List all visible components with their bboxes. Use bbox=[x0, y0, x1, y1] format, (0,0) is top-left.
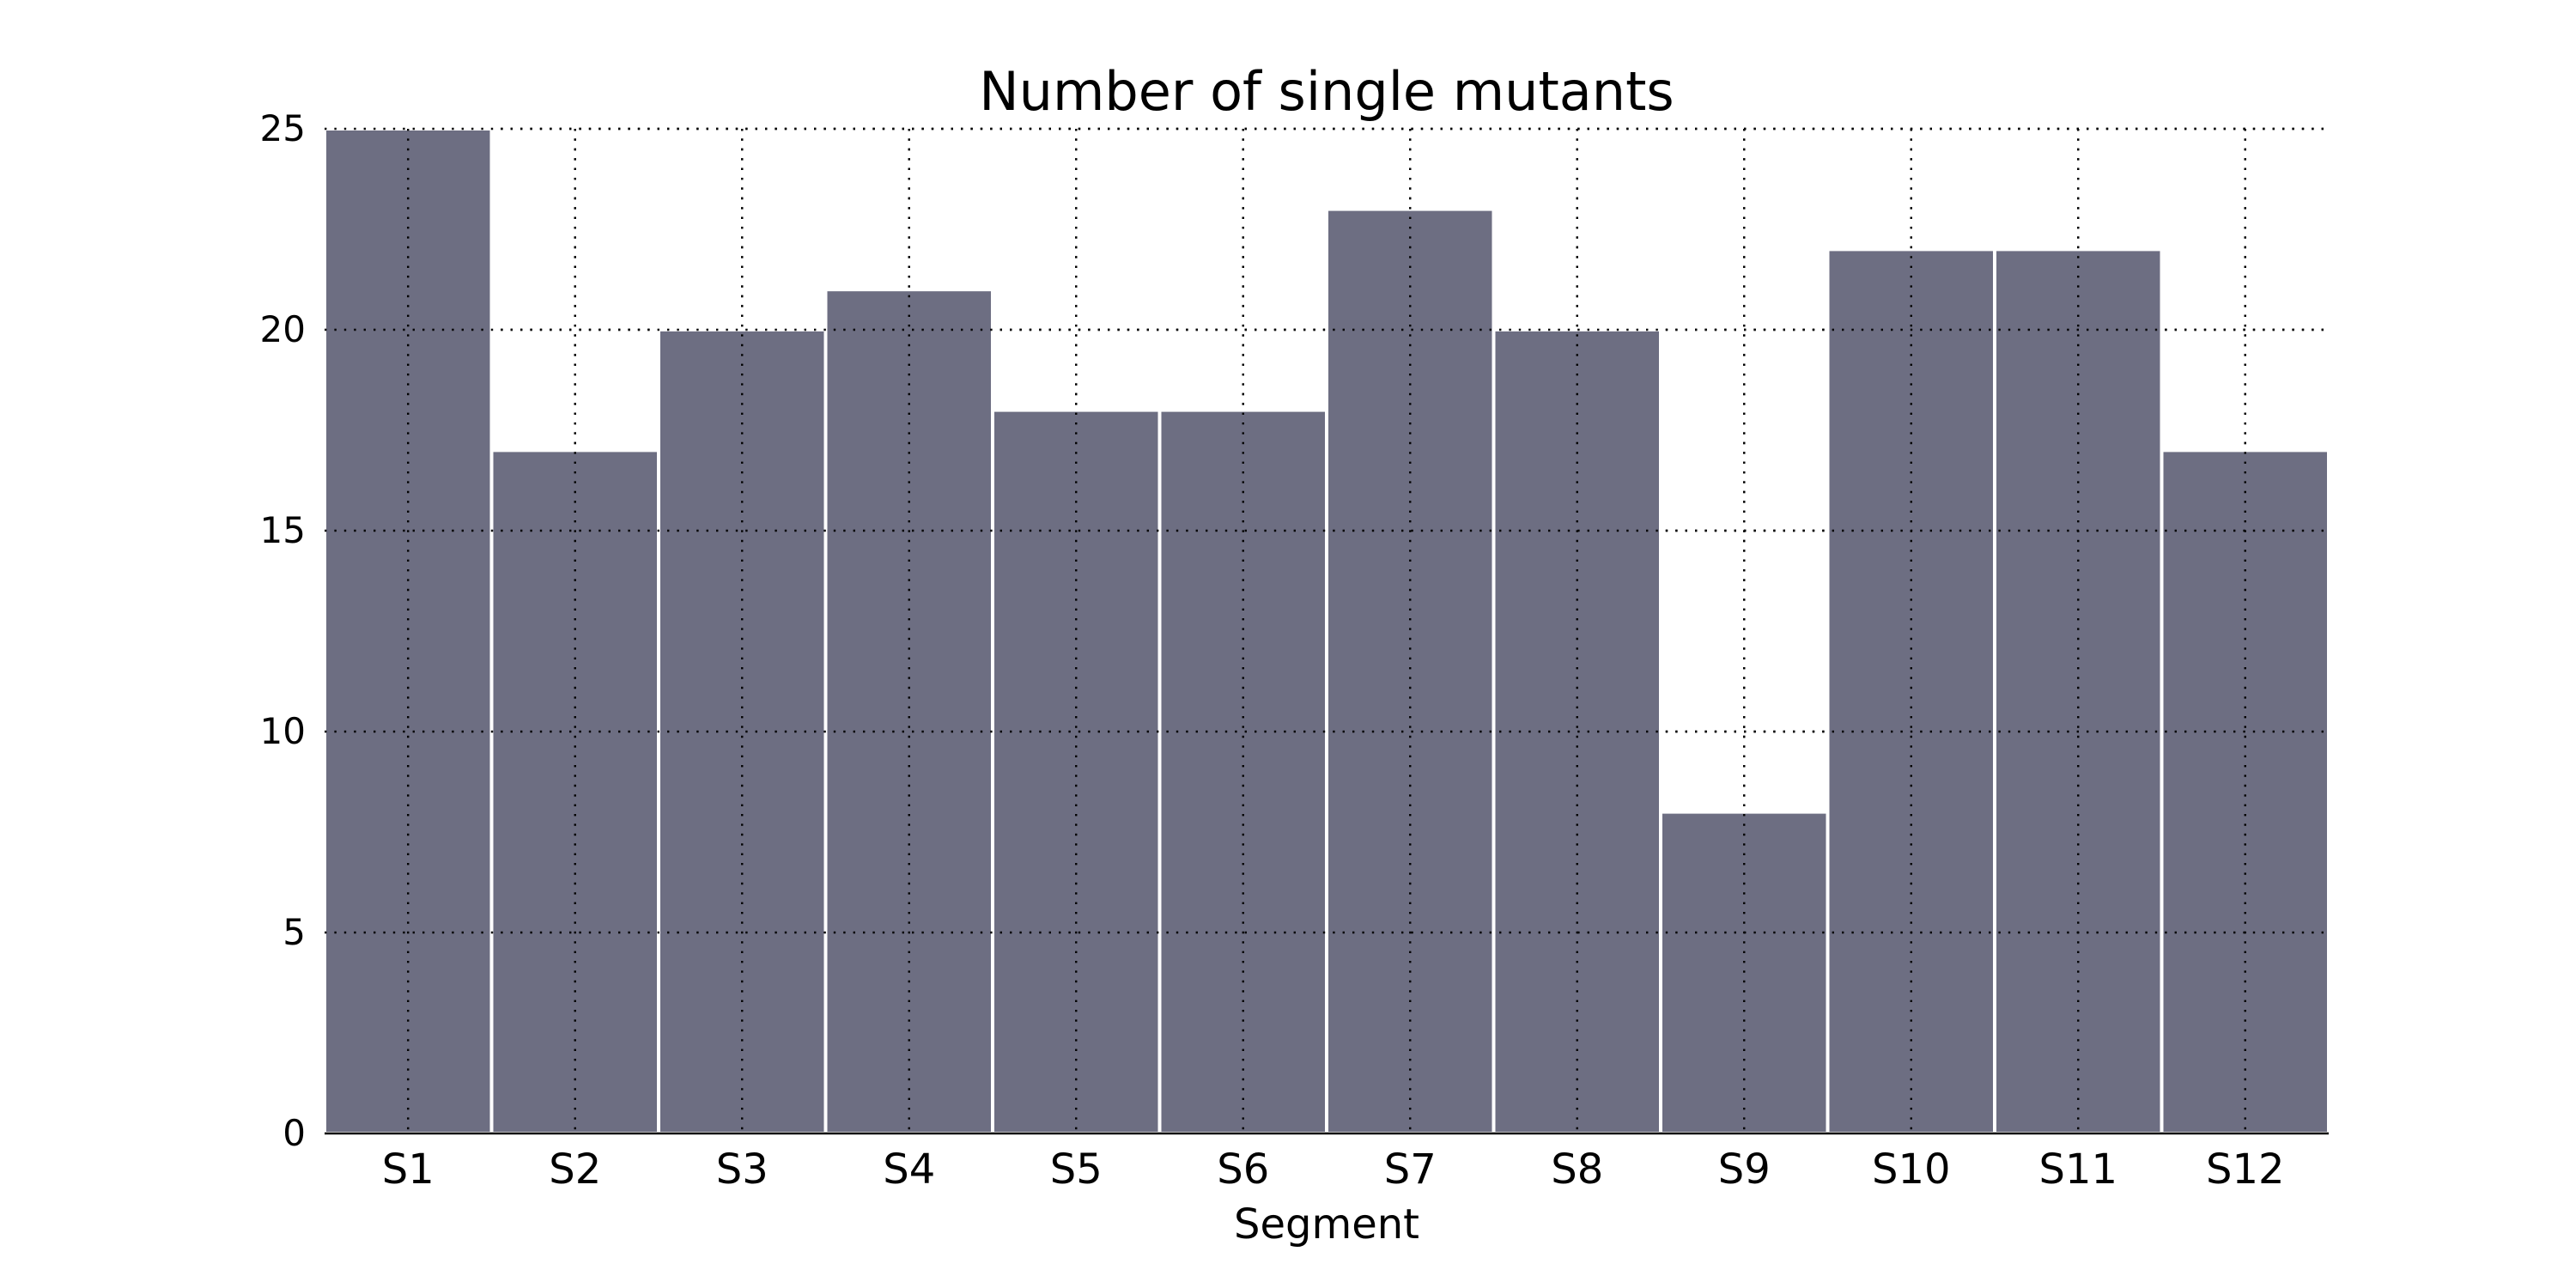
x-tick-label: S2 bbox=[549, 1145, 601, 1194]
x-tick-label: S3 bbox=[716, 1145, 769, 1194]
x-tick-label: S8 bbox=[1551, 1145, 1603, 1194]
y-tick-label: 10 bbox=[260, 710, 306, 752]
y-tick-labels: 0 5 10 15 20 25 bbox=[260, 107, 306, 1154]
x-tick-label: S5 bbox=[1050, 1145, 1103, 1194]
y-tick-label: 25 bbox=[260, 107, 306, 149]
x-tick-label: S4 bbox=[883, 1145, 935, 1194]
bar-s8 bbox=[1492, 328, 1662, 1135]
y-tick-label: 5 bbox=[283, 911, 306, 953]
bars bbox=[323, 127, 2330, 1136]
bar-s10 bbox=[1826, 247, 1996, 1135]
bar-s1 bbox=[323, 127, 494, 1135]
chart-title: Number of single mutants bbox=[979, 60, 1674, 123]
x-tick-label: S1 bbox=[382, 1145, 434, 1194]
y-tick-label: 20 bbox=[260, 308, 306, 350]
x-tick-label: S6 bbox=[1217, 1145, 1269, 1194]
x-tick-label: S10 bbox=[1872, 1145, 1951, 1194]
x-tick-label: S7 bbox=[1384, 1145, 1437, 1194]
x-tick-label: S11 bbox=[2038, 1145, 2117, 1194]
x-tick-label: S12 bbox=[2206, 1145, 2285, 1194]
x-tick-label: S9 bbox=[1718, 1145, 1771, 1194]
bar-s3 bbox=[657, 328, 828, 1135]
bar-s5 bbox=[991, 408, 1162, 1136]
y-tick-label: 0 bbox=[283, 1112, 306, 1154]
x-tick-labels: S1 S2 S3 S4 S5 S6 S7 S8 S9 S10 S11 S12 bbox=[382, 1145, 2285, 1194]
bar-s4 bbox=[823, 288, 994, 1135]
bar-s7 bbox=[1325, 207, 1496, 1136]
x-axis-label: Segment bbox=[1234, 1200, 1419, 1249]
grid-lines-overlay bbox=[325, 127, 2329, 1133]
bar-s6 bbox=[1157, 408, 1328, 1136]
y-tick-label: 15 bbox=[260, 509, 306, 551]
